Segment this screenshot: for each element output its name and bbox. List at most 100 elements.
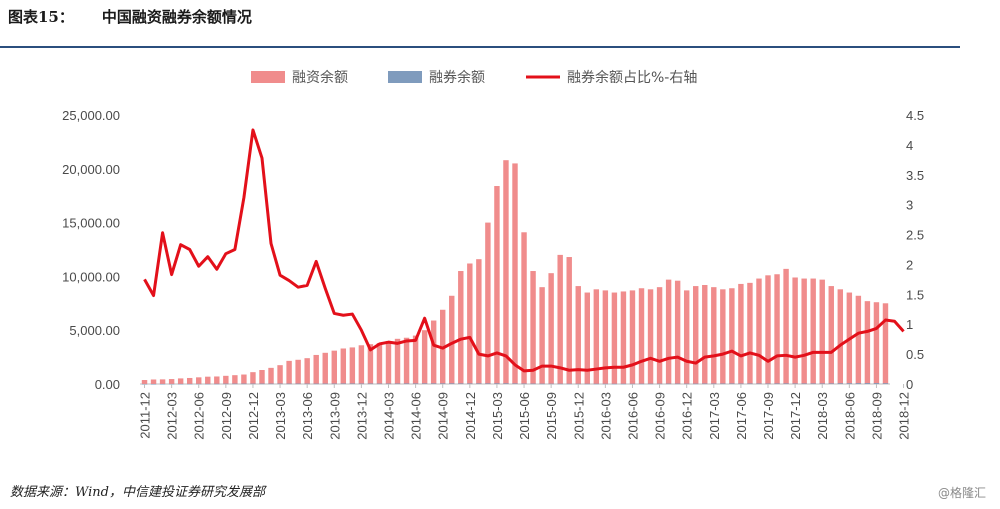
financing-bar bbox=[611, 292, 618, 384]
financing-bar bbox=[449, 295, 455, 384]
financing-bar bbox=[557, 254, 563, 384]
financing-bar bbox=[250, 372, 256, 384]
securities-lending-bar bbox=[467, 383, 473, 385]
securities-lending-bar bbox=[376, 383, 383, 385]
securities-lending-bar bbox=[693, 383, 699, 385]
financing-bar bbox=[792, 277, 798, 384]
financing-bar bbox=[702, 285, 708, 384]
securities-lending-bar bbox=[837, 383, 844, 384]
securities-lending-bar bbox=[530, 383, 536, 385]
x-axis-tick-label: 2012-06 bbox=[192, 392, 207, 440]
financing-bar bbox=[665, 279, 672, 384]
securities-lending-bar bbox=[494, 383, 500, 384]
x-axis-tick-label: 2015-12 bbox=[571, 392, 586, 440]
securities-lending-bar bbox=[421, 383, 428, 384]
securities-lending-bar bbox=[548, 383, 554, 385]
financing-bar bbox=[485, 222, 491, 384]
securities-lending-bar bbox=[665, 383, 672, 385]
securities-lending-bar bbox=[720, 383, 726, 385]
financing-bar bbox=[394, 338, 401, 384]
ratio-line-layer bbox=[143, 128, 905, 373]
financing-bar bbox=[322, 352, 328, 384]
securities-lending-bar bbox=[286, 383, 292, 385]
right-axis-tick-label: 1.5 bbox=[906, 287, 924, 302]
x-axis-tick-label: 2018-03 bbox=[815, 392, 830, 440]
financing-bar bbox=[674, 280, 681, 384]
securities-lending-bar bbox=[846, 383, 853, 384]
left-axis-tick-label: 5,000.00 bbox=[69, 323, 120, 338]
securities-lending-bar bbox=[223, 383, 229, 385]
figure-title: 图表15： 中国融资融券余额情况 bbox=[8, 6, 252, 27]
financing-bar bbox=[241, 374, 247, 384]
financing-bar bbox=[403, 337, 410, 384]
financing-bar bbox=[494, 186, 500, 384]
financing-bars bbox=[141, 160, 889, 384]
securities-lending-bar bbox=[476, 383, 482, 384]
securities-lending-bar bbox=[702, 383, 708, 385]
right-axis-ticks: 0 0.5 1 1.5 2 2.5 3 3.5 4 4.5 bbox=[906, 108, 924, 392]
x-axis-tick-label: 2015-03 bbox=[490, 392, 505, 440]
securities-lending-bar bbox=[340, 383, 347, 385]
right-axis-tick-label: 4 bbox=[906, 138, 913, 153]
financing-bar bbox=[801, 278, 807, 384]
x-axis-tick-label: 2015-06 bbox=[517, 392, 532, 440]
securities-lending-bar bbox=[150, 383, 157, 385]
securities-lending-bar bbox=[539, 383, 545, 385]
securities-lending-bar bbox=[268, 383, 274, 385]
left-axis-tick-label: 10,000.00 bbox=[62, 269, 120, 284]
securities-lending-bar bbox=[801, 383, 807, 385]
securities-lending-bar bbox=[611, 383, 618, 385]
financing-bar bbox=[349, 347, 356, 384]
right-axis-tick-label: 2.5 bbox=[906, 228, 924, 243]
watermark: @格隆汇 bbox=[937, 486, 986, 500]
x-axis-ticks: 2011-12 2012-03 2012-06 2012-09 2012-12 2013-… bbox=[138, 384, 912, 440]
x-axis-tick-label: 2013-03 bbox=[273, 392, 288, 440]
financing-bar bbox=[177, 378, 184, 384]
financing-bar bbox=[430, 320, 437, 384]
securities-lending-bar bbox=[828, 383, 834, 384]
left-axis-ticks: 0.00 5,000.00 10,000.00 15,000.00 20,000.00 2… bbox=[62, 108, 120, 392]
x-axis-tick-label: 2018-09 bbox=[869, 392, 884, 440]
financing-bar bbox=[539, 287, 545, 384]
securities-lending-bar bbox=[512, 383, 518, 385]
financing-bar bbox=[385, 340, 392, 384]
financing-bar bbox=[376, 343, 383, 384]
x-axis-tick-label: 2014-03 bbox=[382, 392, 397, 440]
financing-bar bbox=[783, 268, 789, 384]
financing-bar bbox=[232, 375, 238, 384]
securities-lending-bar bbox=[250, 383, 256, 385]
financing-bar bbox=[720, 289, 726, 384]
right-axis-tick-label: 0.5 bbox=[906, 347, 924, 362]
securities-lending-bar bbox=[403, 383, 410, 385]
securities-lending-bar bbox=[873, 383, 880, 384]
securities-lending-bar bbox=[304, 383, 310, 385]
financing-bar bbox=[747, 282, 753, 384]
financing-bar bbox=[683, 290, 690, 384]
financing-bar bbox=[828, 286, 834, 384]
securities-lending-bar bbox=[205, 383, 211, 385]
financing-bar bbox=[458, 271, 464, 384]
legend-swatch-financing bbox=[251, 71, 285, 83]
financing-bar bbox=[159, 379, 166, 384]
securities-lending-bar bbox=[819, 383, 825, 385]
financing-bar bbox=[313, 354, 319, 384]
securities-lending-bar bbox=[458, 383, 464, 385]
legend-swatch-securities-lending bbox=[388, 71, 422, 83]
financing-bar bbox=[476, 259, 482, 384]
financing-bar bbox=[150, 379, 157, 384]
financing-bar bbox=[738, 283, 744, 384]
financing-bar bbox=[873, 302, 880, 384]
securities-lending-bar bbox=[521, 383, 527, 385]
securities-lending-bar bbox=[322, 383, 328, 385]
x-axis-tick-label: 2016-03 bbox=[598, 392, 613, 440]
financing-bar bbox=[711, 287, 717, 384]
securities-lending-bar bbox=[295, 383, 301, 385]
x-axis-tick-label: 2011-12 bbox=[138, 392, 153, 439]
x-axis-tick-label: 2012-09 bbox=[219, 392, 234, 440]
financing-bar bbox=[340, 348, 347, 384]
securities-lending-bar bbox=[738, 383, 744, 385]
financing-bar bbox=[656, 287, 663, 384]
left-axis-tick-label: 0.00 bbox=[95, 377, 120, 392]
financing-bar bbox=[864, 301, 871, 384]
financing-bar bbox=[186, 377, 193, 384]
